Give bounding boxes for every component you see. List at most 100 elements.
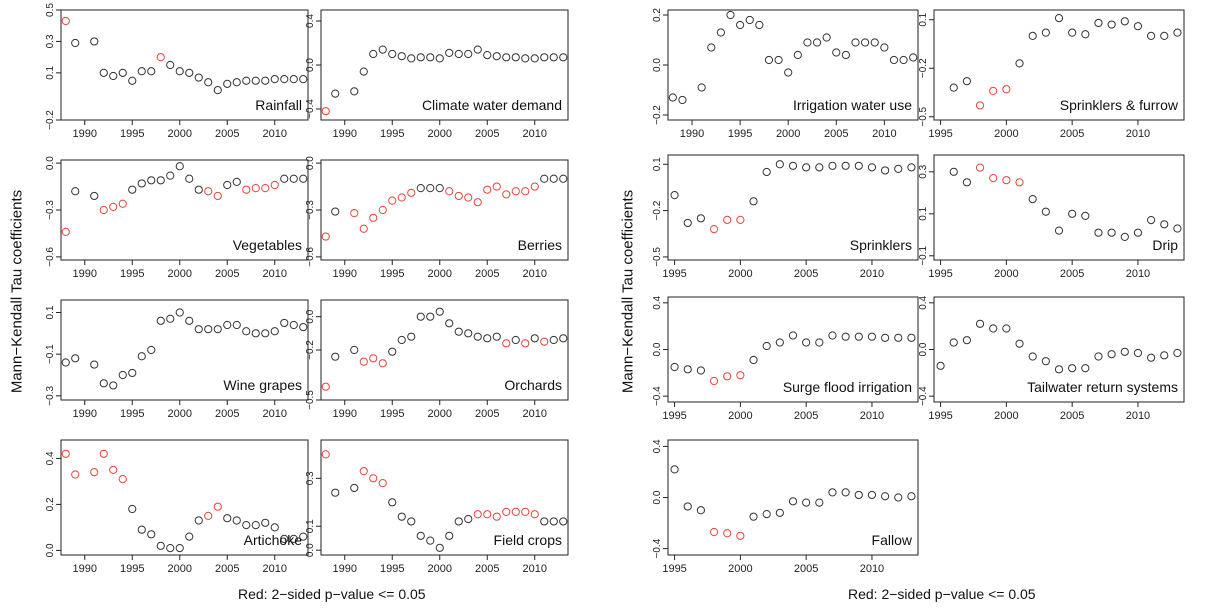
data-point — [280, 318, 289, 328]
significant-point — [109, 202, 118, 211]
data-point — [232, 516, 241, 525]
x-tick-label: 1990 — [73, 563, 97, 575]
data-point — [1094, 228, 1103, 237]
data-point — [1107, 350, 1116, 359]
data-point — [1081, 211, 1090, 220]
data-point — [530, 334, 539, 343]
data-point — [828, 161, 837, 170]
significant-point — [530, 510, 539, 519]
data-point — [683, 218, 692, 228]
data-point — [118, 68, 127, 77]
data-point — [815, 163, 824, 172]
data-point — [435, 307, 444, 316]
data-point — [242, 327, 251, 336]
data-point — [1054, 13, 1064, 23]
x-tick-label: 2000 — [168, 268, 192, 280]
data-point — [242, 521, 251, 530]
data-point — [697, 83, 706, 92]
x-tick-label: 2010 — [263, 563, 287, 575]
significant-point — [99, 205, 108, 215]
x-tick-label: 2010 — [860, 410, 884, 422]
data-point — [696, 366, 705, 375]
data-point — [473, 332, 482, 341]
data-point — [815, 498, 824, 507]
x-tick-label: 1990 — [333, 128, 357, 140]
y-tick-label: 0.1 — [45, 65, 56, 79]
y-tick-label: −0.5 — [305, 390, 316, 410]
data-point — [128, 185, 137, 194]
data-point — [881, 492, 890, 501]
data-point — [870, 38, 879, 47]
data-point — [232, 78, 241, 87]
significant-point — [709, 225, 719, 234]
x-tick-label: 2010 — [263, 128, 287, 140]
data-point — [166, 314, 175, 323]
x-tick-label: 1995 — [380, 268, 404, 280]
data-point — [426, 53, 435, 62]
y-tick-label: 0.0 — [918, 342, 929, 356]
data-point — [137, 67, 146, 76]
data-point — [683, 365, 692, 374]
data-point — [331, 89, 340, 98]
x-tick-label: 1995 — [728, 128, 752, 140]
significant-point — [251, 184, 260, 193]
data-point — [71, 354, 80, 363]
significant-point — [378, 359, 387, 368]
y-tick-label: 0.1 — [918, 12, 929, 26]
panel-title: Surge flood irrigation — [783, 379, 912, 395]
data-point — [1120, 17, 1129, 26]
data-point — [749, 355, 758, 365]
significant-point — [736, 371, 745, 380]
data-point — [61, 358, 70, 367]
data-point — [802, 498, 811, 507]
data-point — [736, 20, 745, 30]
data-point — [867, 490, 877, 500]
y-tick-label: 0.5 — [45, 3, 56, 17]
data-point — [299, 532, 308, 541]
x-tick-label: 2005 — [215, 128, 239, 140]
significant-point — [204, 187, 213, 196]
data-point — [435, 543, 444, 552]
data-point — [867, 332, 877, 341]
data-point — [989, 324, 998, 333]
data-point — [907, 492, 916, 501]
panel-title: Irrigation water use — [793, 97, 912, 113]
significant-point — [321, 232, 330, 241]
significant-point — [989, 174, 998, 183]
data-point — [369, 49, 378, 59]
significant-point — [61, 16, 70, 26]
data-point — [378, 45, 387, 54]
significant-point — [511, 507, 520, 516]
significant-point — [709, 376, 719, 386]
significant-point — [502, 507, 511, 516]
significant-point — [321, 450, 330, 459]
data-point — [426, 184, 435, 193]
panel-4: 1990 1995 2000 2005 2010 −0.6 −0.3 0.0 Berries — [305, 156, 569, 280]
x-tick-label: 2005 — [215, 268, 239, 280]
y-tick-label: 0.3 — [45, 34, 56, 48]
data-point — [242, 76, 251, 85]
data-point — [109, 381, 118, 390]
data-point — [788, 331, 798, 340]
data-point — [299, 322, 308, 332]
x-tick-label: 2000 — [994, 128, 1018, 140]
data-point — [716, 28, 725, 37]
y-tick-label: 0.0 — [652, 490, 663, 504]
data-point — [841, 488, 850, 497]
y-tick-label: −0.2 — [45, 110, 56, 130]
significant-point — [369, 213, 378, 222]
data-point — [445, 531, 454, 540]
significant-point — [388, 196, 397, 205]
data-point — [99, 68, 108, 77]
significant-point — [530, 182, 539, 191]
significant-point — [61, 227, 70, 236]
panel-frame — [320, 439, 569, 556]
data-point — [194, 73, 203, 82]
left-y-axis-label: Mann−Kendall Tau coefficients — [8, 189, 26, 394]
data-point — [350, 87, 359, 96]
data-point — [949, 338, 958, 347]
x-tick-label: 2010 — [1126, 410, 1150, 422]
x-tick-label: 2005 — [475, 408, 499, 420]
panel-title: Orchards — [504, 377, 562, 393]
panel-3: 1990 1995 2000 2005 2010 −0.6 −0.3 0.0 Vegetable… — [45, 156, 309, 280]
